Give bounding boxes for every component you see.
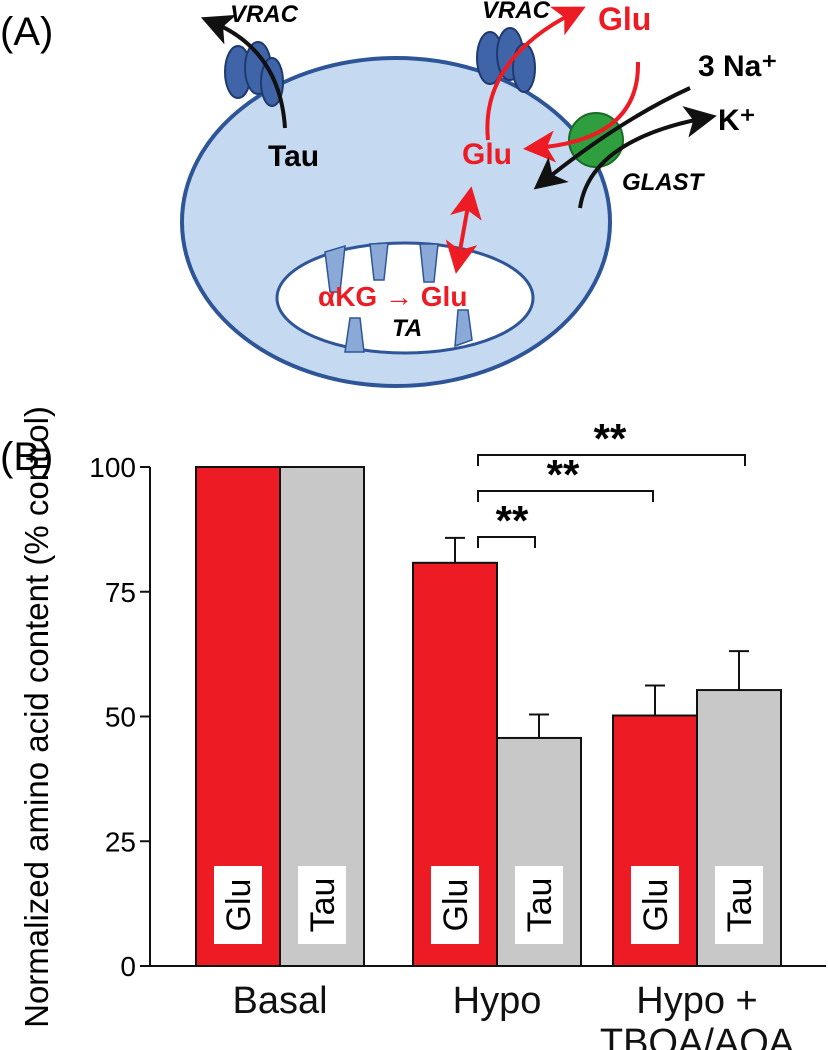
bar-label: Tau: [521, 878, 559, 933]
potassium-arrow: [578, 106, 717, 209]
significance-label: **: [547, 451, 580, 498]
error-bar: [529, 713, 549, 738]
tau-efflux-arrow: [200, 14, 287, 129]
tau-label: Tau: [268, 140, 319, 173]
exchange-arrow: [445, 186, 482, 274]
y-tick-label: 25: [105, 826, 136, 857]
bar-label: Glu: [437, 879, 475, 932]
x-tick-label: Basal: [232, 980, 328, 1022]
x-tick-label: Hypo: [452, 980, 542, 1022]
bar-label-box: [298, 866, 346, 944]
significance-bracket: [477, 490, 654, 502]
enzyme-label: TA: [392, 315, 422, 342]
cell-diagram: (A) VRAC VRAC Glu 3 Na⁺ K⁺ Tau Glu GLAST…: [0, 0, 777, 388]
glu-label: Glu: [462, 138, 512, 171]
bar-label-box: [214, 866, 262, 944]
error-bar: [729, 650, 749, 691]
reaction-label: αKG → Glu: [318, 281, 467, 312]
significance-label: **: [594, 415, 627, 462]
bar-label-box: [431, 866, 479, 944]
panel-label: (A): [0, 10, 53, 54]
y-tick-label: 75: [105, 577, 136, 608]
transporter-label: GLAST: [622, 169, 706, 196]
bar-label-box: [631, 866, 679, 944]
sodium-arrow: [533, 86, 691, 190]
vrac-channel: [476, 27, 536, 93]
y-axis-label: Normalized amino acid content (% control…: [18, 406, 55, 1028]
significance-label: **: [496, 497, 529, 544]
x-tick-label: Hypo + TBOA/AOA: [599, 980, 795, 1050]
y-tick-label: 100: [89, 452, 136, 483]
error-bar: [445, 536, 465, 563]
bar-label-box: [515, 866, 563, 944]
bar-label: Tau: [304, 878, 342, 933]
significance-bracket: [477, 454, 746, 466]
error-bar: [645, 684, 665, 716]
glu-label: Glu: [598, 1, 651, 37]
cristae: [324, 242, 473, 353]
bar-label-box: [715, 866, 763, 944]
bar-label: Glu: [220, 879, 258, 932]
bar-label: Tau: [721, 878, 759, 933]
sodium-label: 3 Na⁺: [698, 50, 777, 83]
panel-label: (B): [0, 435, 53, 479]
significance-bracket: [477, 536, 536, 548]
y-tick-label: 50: [105, 702, 136, 733]
channel-label: VRAC: [230, 1, 299, 28]
y-tick-label: 0: [120, 951, 136, 982]
bar-label: Glu: [637, 879, 675, 932]
potassium-label: K⁺: [718, 104, 756, 137]
glu-efflux-arrow: [485, 6, 586, 141]
channel-label: VRAC: [482, 0, 551, 24]
glu-uptake-arrow: [523, 61, 641, 163]
